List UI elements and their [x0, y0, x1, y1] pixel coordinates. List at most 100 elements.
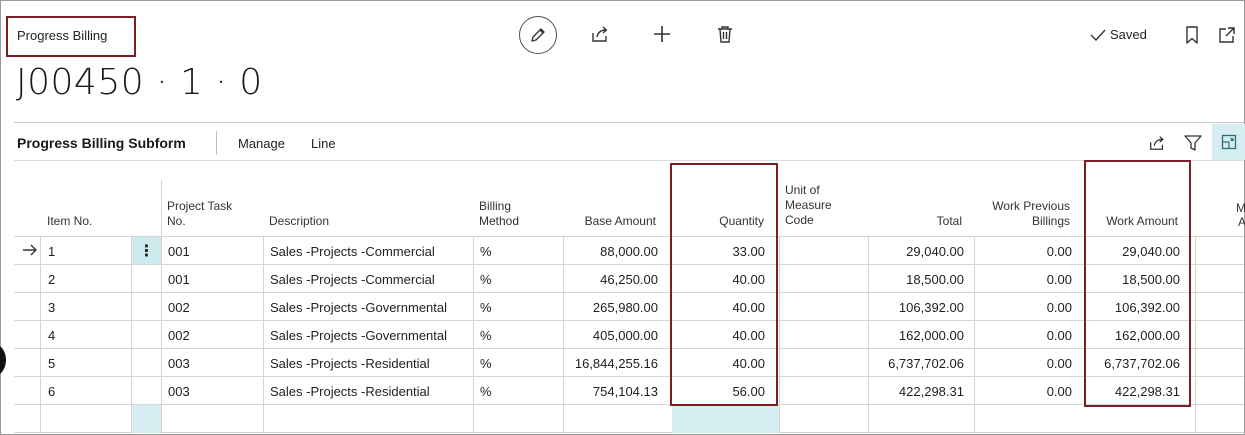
cell-billing-method[interactable]: %	[480, 299, 492, 315]
cell-quantity[interactable]: 56.00	[732, 383, 765, 399]
cell-task-no[interactable]: 001	[168, 243, 190, 259]
grid-line	[14, 348, 1244, 349]
cell-total[interactable]: 162,000.00	[898, 327, 964, 343]
cell-work-amount[interactable]: 106,392.00	[1114, 299, 1180, 315]
cell-work-previous[interactable]: 0.00	[1046, 383, 1072, 399]
open-new-window-button[interactable]	[1216, 24, 1238, 46]
cell-billing-method[interactable]: %	[480, 271, 492, 287]
cell-description[interactable]: Sales -Projects -Governmental	[270, 327, 448, 343]
page-caption: Progress Billing	[17, 28, 108, 43]
cell-description[interactable]: Sales -Projects -Residential	[270, 355, 430, 371]
column-header-item-no[interactable]: Item No.	[47, 214, 93, 228]
cell-work-previous[interactable]: 0.00	[1046, 243, 1072, 259]
subform-title: Progress Billing Subform	[17, 135, 186, 151]
cell-base-amount[interactable]: 754,104.13	[592, 383, 658, 399]
cell-total[interactable]: 6,737,702.06	[888, 355, 964, 371]
quantity-column-highlight	[670, 163, 778, 406]
delete-button[interactable]	[713, 22, 737, 46]
filter-button[interactable]	[1182, 133, 1204, 153]
cell-total[interactable]: 106,392.00	[898, 299, 964, 315]
cell-description[interactable]: Sales -Projects -Residential	[270, 383, 430, 399]
cell-quantity[interactable]: 40.00	[732, 299, 765, 315]
new-row-actions-cell[interactable]	[132, 405, 161, 433]
grid-line	[161, 180, 162, 433]
header-line: Unit of	[785, 183, 820, 197]
column-header-work-previous-billings[interactable]: Work Previous Billings	[975, 199, 1070, 229]
grid-line	[40, 237, 41, 433]
column-header-project-task-no[interactable]: Project Task No.	[167, 199, 232, 229]
cell-work-previous[interactable]: 0.00	[1046, 271, 1072, 287]
grid-line	[14, 404, 1244, 405]
cell-description[interactable]: Sales -Projects -Commercial	[270, 271, 435, 287]
subform-action-manage[interactable]: Manage	[238, 136, 285, 151]
subform-share-button[interactable]	[1146, 133, 1168, 153]
cell-base-amount[interactable]: 88,000.00	[600, 243, 658, 259]
column-header-partial-2: A	[1238, 215, 1245, 229]
column-header-billing-method[interactable]: Billing Method	[479, 199, 519, 229]
edge-decoration	[0, 344, 6, 376]
cell-work-amount[interactable]: 422,298.31	[1114, 383, 1180, 399]
share-button[interactable]	[588, 22, 612, 46]
row-actions-button[interactable]: ⋮	[132, 237, 161, 264]
column-header-partial: M	[1236, 201, 1245, 215]
grid-line	[563, 237, 564, 433]
cell-quantity[interactable]: 33.00	[732, 243, 765, 259]
cell-description[interactable]: Sales -Projects -Commercial	[270, 243, 435, 259]
column-header-description[interactable]: Description	[269, 214, 330, 228]
cell-description[interactable]: Sales -Projects -Governmental	[270, 299, 448, 315]
cell-total[interactable]: 422,298.31	[898, 383, 964, 399]
record-title: J00450 · 1 · 0	[16, 62, 263, 103]
cell-base-amount[interactable]: 46,250.00	[600, 271, 658, 287]
cell-item-no[interactable]: 5	[48, 355, 56, 371]
new-row-quantity-cell[interactable]	[672, 405, 779, 433]
grid-line	[974, 237, 975, 433]
cell-billing-method[interactable]: %	[480, 383, 492, 399]
cell-billing-method[interactable]: %	[480, 243, 492, 259]
cell-task-no[interactable]: 002	[168, 299, 190, 315]
cell-work-amount[interactable]: 6,737,702.06	[1104, 355, 1180, 371]
header-line: Code	[785, 213, 814, 227]
cell-item-no[interactable]: 1	[48, 243, 56, 259]
cell-item-no[interactable]: 2	[48, 271, 56, 287]
column-header-quantity[interactable]: Quantity	[719, 214, 764, 228]
caption-highlight	[6, 16, 136, 57]
cell-task-no[interactable]: 001	[168, 271, 190, 287]
cell-billing-method[interactable]: %	[480, 355, 492, 371]
cell-quantity[interactable]: 40.00	[732, 271, 765, 287]
grid-line	[14, 320, 1244, 321]
open-in-new-window-icon	[1219, 27, 1235, 43]
cell-item-no[interactable]: 3	[48, 299, 56, 315]
column-header-total[interactable]: Total	[936, 214, 962, 228]
bookmark-button[interactable]	[1182, 24, 1202, 46]
edit-button[interactable]	[519, 16, 557, 54]
cell-task-no[interactable]: 003	[168, 383, 190, 399]
cell-work-previous[interactable]: 0.00	[1046, 299, 1072, 315]
subform-action-line[interactable]: Line	[311, 136, 336, 151]
column-header-base-amount[interactable]: Base Amount	[584, 214, 656, 228]
cell-quantity[interactable]: 40.00	[732, 327, 765, 343]
cell-work-amount[interactable]: 162,000.00	[1114, 327, 1180, 343]
more-vertical-icon: ⋮	[138, 242, 155, 260]
cell-work-previous[interactable]: 0.00	[1046, 327, 1072, 343]
cell-base-amount[interactable]: 16,844,255.16	[574, 355, 658, 371]
cell-task-no[interactable]: 002	[168, 327, 190, 343]
cell-work-amount[interactable]: 29,040.00	[1122, 243, 1180, 259]
cell-item-no[interactable]: 6	[48, 383, 56, 399]
column-header-work-amount[interactable]: Work Amount	[1106, 214, 1178, 228]
layout-button[interactable]	[1212, 124, 1245, 160]
subform-separator	[216, 131, 217, 155]
header-line: Billings	[1031, 214, 1070, 228]
cell-billing-method[interactable]: %	[480, 327, 492, 343]
cell-work-amount[interactable]: 18,500.00	[1122, 271, 1180, 287]
header-line: No.	[167, 214, 186, 228]
cell-total[interactable]: 29,040.00	[906, 243, 964, 259]
cell-base-amount[interactable]: 265,980.00	[592, 299, 658, 315]
cell-total[interactable]: 18,500.00	[906, 271, 964, 287]
cell-task-no[interactable]: 003	[168, 355, 190, 371]
cell-base-amount[interactable]: 405,000.00	[592, 327, 658, 343]
add-button[interactable]	[650, 22, 674, 46]
cell-work-previous[interactable]: 0.00	[1046, 355, 1072, 371]
cell-item-no[interactable]: 4	[48, 327, 56, 343]
cell-quantity[interactable]: 40.00	[732, 355, 765, 371]
column-header-uom[interactable]: Unit of Measure Code	[785, 183, 832, 228]
